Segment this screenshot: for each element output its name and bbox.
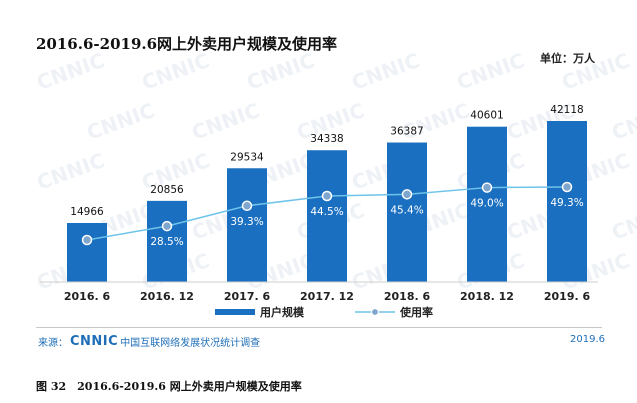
bar-value-label-6: 42118 (550, 104, 583, 116)
rate-marker-2 (241, 200, 253, 212)
rate-label-2: 39.3% (230, 216, 263, 228)
rate-label-3: 44.5% (310, 206, 343, 218)
usage-rate-markers (81, 181, 573, 246)
x-tick-label-6: 2019. 6 (544, 290, 591, 303)
legend-marker-rate (370, 307, 380, 317)
source-org: 中国互联网络发展状况统计调查 (120, 338, 261, 349)
x-tick-label-4: 2018. 6 (384, 290, 431, 303)
rate-marker-0 (81, 234, 93, 246)
source-divider (36, 327, 602, 328)
watermark-text: CNNIC (34, 48, 108, 95)
rate-marker-4 (401, 189, 413, 200)
rate-marker-5 (481, 182, 493, 193)
source-label: 来源： (38, 338, 68, 349)
rate-label-4: 45.4% (390, 204, 423, 216)
watermark-text: CNNIC (559, 48, 633, 95)
rate-marker-3 (321, 190, 333, 202)
bar-value-label-1: 20856 (150, 184, 184, 196)
rate-label-1: 28.5% (150, 236, 183, 248)
watermark-text: CNNIC (34, 148, 108, 195)
bar-3 (307, 150, 347, 282)
rate-marker-1 (161, 220, 173, 232)
bar-value-label-0: 14966 (70, 206, 104, 218)
watermark-text: CNNIC (454, 48, 528, 95)
bar-value-labels: 14966 20856 29534 34338 36387 40601 42118 (70, 104, 583, 218)
rate-label-0: 21.1% (70, 250, 103, 262)
bar-value-label-2: 29534 (230, 151, 264, 163)
unit-label: 单位：万人 (540, 52, 595, 65)
bar-value-label-5: 40601 (470, 110, 503, 122)
x-tick-label-1: 2016. 12 (140, 290, 194, 303)
source-date: 2019.6 (570, 334, 605, 345)
bar-1 (147, 200, 187, 282)
cnnic-logo: CNNIC (70, 334, 119, 349)
bar-0 (67, 223, 107, 282)
bar-series (67, 121, 587, 282)
usage-rate-labels: 21.1% 28.5% 39.3% 44.5% 45.4% 49.0% 49.3% (70, 197, 583, 262)
rate-label-5: 49.0% (470, 198, 503, 210)
rate-marker-6 (561, 181, 573, 193)
legend-label-users: 用户规模 (260, 305, 305, 319)
watermark-text: CNNIC (609, 198, 637, 245)
watermark-text: CNNIC (244, 48, 318, 95)
watermark-text: CNNIC (139, 48, 213, 95)
bar-value-label-3: 34338 (310, 133, 343, 145)
legend: 用户规模 使用率 (215, 305, 433, 319)
rate-label-6: 49.3% (550, 197, 583, 209)
x-tick-labels: 2016. 6 2016. 12 2017. 6 2017. 12 2018. 6 201… (64, 290, 591, 303)
watermark-text: CNNIC (84, 98, 158, 145)
legend-swatch-users (215, 309, 255, 315)
watermark-text: CNNIC (349, 48, 423, 95)
bar-4 (387, 142, 427, 282)
watermark-text: CNNIC (399, 98, 473, 145)
bar-value-label-4: 36387 (390, 126, 423, 138)
x-tick-label-3: 2017. 12 (300, 290, 354, 303)
source-attribution: 来源： CNNIC 中国互联网络发展状况统计调查 (38, 334, 260, 349)
watermark-text: CNNIC (609, 98, 637, 145)
bar-6 (547, 121, 587, 282)
x-tick-label-5: 2018. 12 (460, 290, 514, 303)
bar-5 (467, 126, 507, 282)
figure-caption: 图 32 2016.6-2019.6 网上外卖用户规模及使用率 (36, 380, 302, 393)
x-tick-label-2: 2017. 6 (224, 290, 271, 303)
chart-title: 2016.6-2019.6网上外卖用户规模及使用率 (36, 35, 338, 53)
x-tick-label-0: 2016. 6 (64, 290, 111, 303)
watermark-text: CNNIC (189, 98, 263, 145)
bar-2 (227, 168, 267, 282)
legend-label-rate: 使用率 (399, 305, 433, 319)
